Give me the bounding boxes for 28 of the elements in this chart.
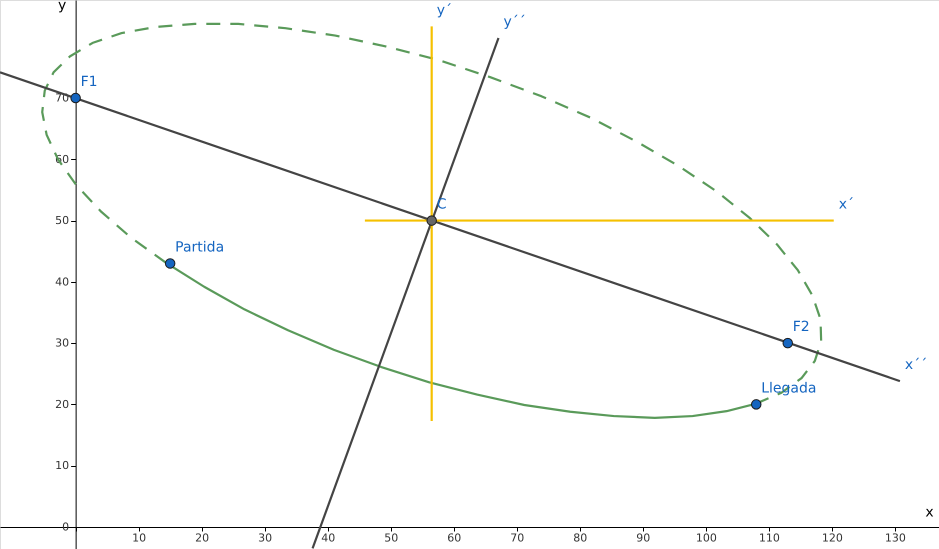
annotation: C [436, 196, 447, 213]
x-tick-label: 120 [822, 531, 843, 544]
x-tick-label: 40 [321, 531, 336, 544]
x-tick-label: 110 [758, 531, 780, 544]
annotation: y´ [436, 2, 452, 18]
x-tick-label: 90 [636, 531, 650, 544]
annotation: x´´ [904, 357, 928, 374]
x-tick-label: 50 [384, 531, 398, 544]
annotation: x´ [838, 196, 854, 213]
x-tick-label: 20 [195, 531, 210, 544]
x-tick-label: 70 [510, 531, 524, 544]
x-tick-label: 10 [132, 531, 146, 544]
x-tick-label: 60 [447, 531, 462, 544]
y-tick-label: 30 [55, 336, 70, 350]
annotation: F2 [792, 319, 810, 336]
annotation: y´´ [503, 14, 526, 30]
y-tick-label: 20 [55, 398, 70, 411]
y-axis-title: y [58, 0, 66, 14]
x-tick-label: 30 [258, 531, 272, 544]
x-tick-label: 130 [884, 531, 906, 544]
y-tick-label: 10 [55, 459, 70, 472]
y-tick-label: 40 [55, 275, 70, 288]
annotation: F1 [80, 74, 98, 90]
x-tick-label: 100 [696, 531, 717, 544]
x-axis-title: x [925, 504, 934, 520]
x-tick-label: 80 [573, 531, 588, 544]
y-tick-label: 50 [55, 214, 70, 228]
annotation: Partida [175, 239, 224, 256]
